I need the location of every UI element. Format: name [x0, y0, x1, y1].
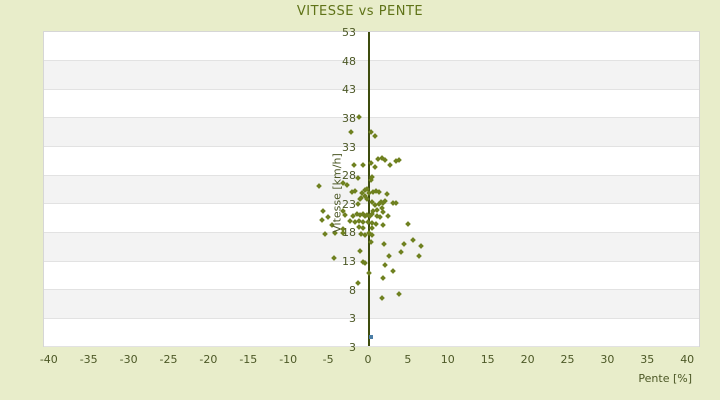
x-axis-title: Pente [%]	[638, 372, 692, 385]
y-tick-label: 3	[349, 340, 356, 354]
y-tick-label: 48	[342, 54, 356, 68]
data-point	[368, 335, 373, 340]
x-tick-label: -15	[239, 353, 258, 366]
y-tick-label: 13	[342, 255, 356, 269]
x-tick-label: 10	[440, 353, 455, 366]
x-tick-label: -30	[119, 353, 138, 366]
x-tick-label: -35	[79, 353, 98, 366]
x-tick-label: -5	[322, 353, 334, 366]
x-tick-label: 15	[480, 353, 495, 366]
x-tick-label: 0	[364, 353, 372, 366]
gridline	[44, 289, 699, 291]
y-tick-label: 33	[342, 140, 356, 154]
chart-title: VITESSE vs PENTE	[296, 4, 424, 19]
gridline	[44, 346, 699, 348]
gridline	[44, 88, 699, 90]
x-tick-label: 25	[560, 353, 575, 366]
plot-band	[44, 289, 699, 319]
y-tick-label: 28	[342, 169, 356, 183]
gridline	[44, 146, 699, 148]
y-tick-label: 43	[342, 83, 356, 97]
y-tick-label: 53	[342, 26, 356, 39]
x-tick-label: -10	[279, 353, 298, 366]
y-tick-label: 23	[342, 197, 356, 211]
gridline	[44, 117, 699, 119]
gridline	[44, 60, 699, 62]
x-tick-label: -20	[199, 353, 218, 366]
plot-band	[44, 32, 699, 61]
gridline	[44, 317, 699, 319]
y-tick-label: 8	[349, 283, 356, 297]
plot-band	[44, 261, 699, 290]
x-tick-label: 5	[404, 353, 412, 366]
gridline	[44, 260, 699, 262]
y-tick-label: 38	[342, 111, 356, 125]
y-axis-title: Vitesse [km/h]	[330, 153, 344, 233]
x-tick-label: 35	[640, 353, 655, 366]
x-tick-label: -25	[159, 353, 178, 366]
x-tick-label: 30	[600, 353, 615, 366]
plot-band	[44, 318, 699, 347]
plot-band	[44, 89, 699, 118]
x-tick-label: 40	[680, 353, 695, 366]
y-tick-label: 18	[342, 226, 356, 240]
plot-area: 53 48 43 38 33 28 23 18 13 8 3 3 Vitesse [km/h]	[43, 26, 700, 354]
x-tick-label: -40	[39, 353, 58, 366]
plot-band	[44, 60, 699, 90]
y-tick-label: 3	[349, 312, 356, 326]
x-tick-label: 20	[520, 353, 535, 366]
